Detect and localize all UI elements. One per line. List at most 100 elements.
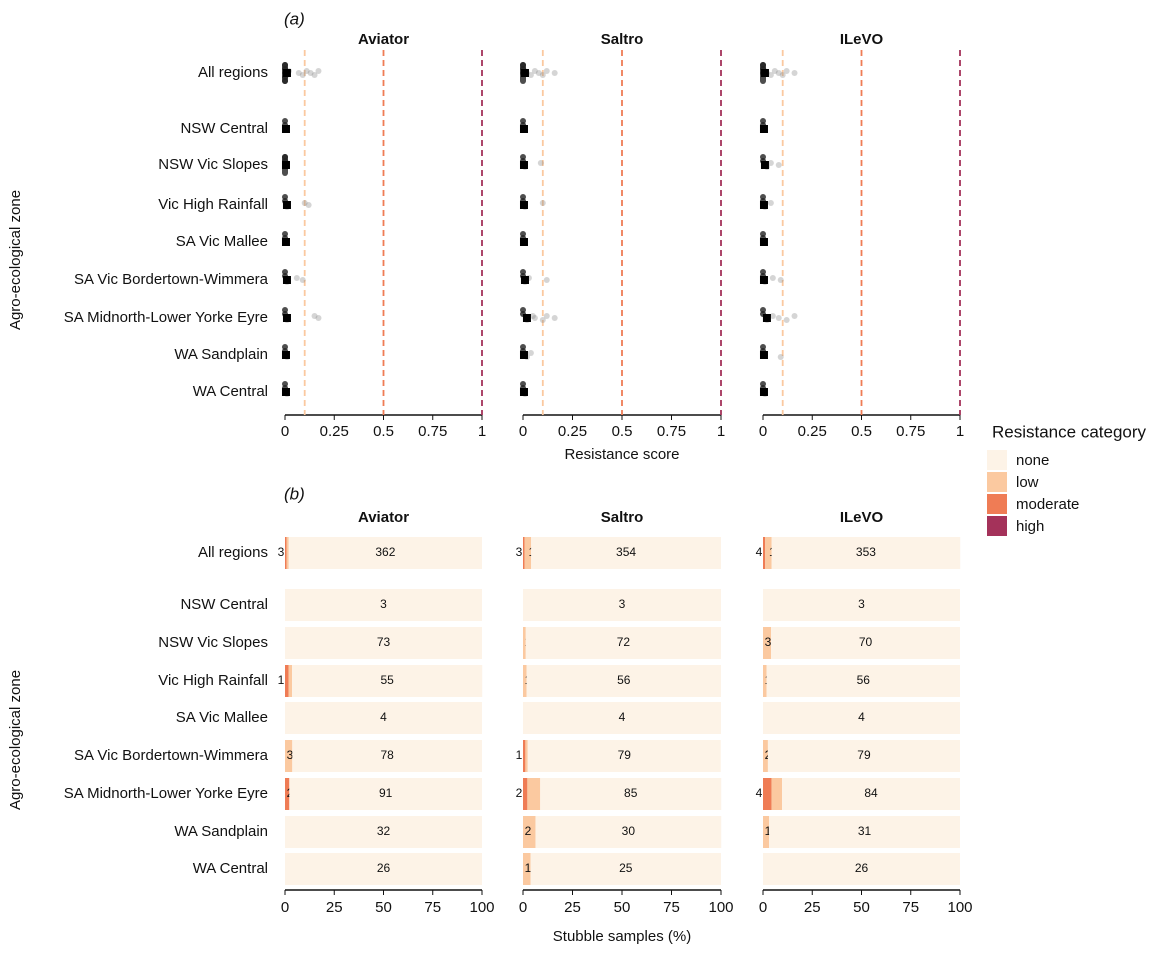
- mean-marker: [762, 314, 771, 322]
- count-label: 55: [380, 673, 394, 687]
- y-tick-label: WA Sandplain: [174, 346, 268, 363]
- point: [295, 70, 302, 76]
- count-label: 2: [516, 786, 523, 800]
- panel-title: Aviator: [358, 509, 409, 526]
- count-label: 31: [858, 824, 872, 838]
- count-label: 72: [617, 635, 631, 649]
- x-tick-label: 25: [564, 899, 581, 916]
- count-label: 25: [619, 861, 633, 875]
- point: [775, 315, 782, 321]
- point: [315, 315, 322, 321]
- x-tick-label: 0.5: [373, 423, 394, 440]
- bar-segment: [286, 537, 289, 569]
- count-label: 3: [516, 545, 523, 559]
- x-tick-label: 1: [956, 423, 964, 440]
- x-tick-label: 0.5: [612, 423, 633, 440]
- y-tick-label: NSW Vic Slopes: [158, 634, 268, 651]
- bar-segment: [292, 665, 483, 697]
- x-tick-label: 0.25: [558, 423, 587, 440]
- bar-segment: [767, 740, 960, 772]
- bar-segment: [527, 740, 721, 772]
- bar-segment: [531, 537, 721, 569]
- legend-label: high: [1016, 518, 1044, 535]
- count-label: 56: [617, 673, 631, 687]
- x-tick-label: 100: [947, 899, 972, 916]
- y-tick-label: All regions: [198, 544, 268, 561]
- mean-marker: [759, 388, 768, 396]
- count-label: 1: [765, 824, 772, 838]
- bar-segment: [763, 627, 772, 659]
- panel-title: Saltro: [601, 509, 644, 526]
- x-tick-label: 75: [663, 899, 680, 916]
- count-label: 2: [525, 824, 532, 838]
- count-label: 4: [619, 710, 626, 724]
- mean-marker: [759, 125, 768, 133]
- x-tick-label: 0: [519, 423, 527, 440]
- panel-title: ILeVO: [840, 509, 884, 526]
- bar-segment: [535, 816, 722, 848]
- legend-swatch: [987, 494, 1007, 514]
- point: [551, 70, 558, 76]
- mean-marker: [519, 161, 528, 169]
- x-tick-label: 0.75: [896, 423, 925, 440]
- point: [777, 354, 784, 360]
- panel-title: Aviator: [358, 31, 409, 48]
- bar-segment: [285, 702, 482, 734]
- legend-title: Resistance category: [992, 422, 1147, 441]
- point: [299, 72, 306, 78]
- bar-segment: [285, 665, 289, 697]
- panel-label: (b): [284, 484, 305, 503]
- bar-segment: [763, 537, 766, 569]
- point: [535, 70, 542, 76]
- bar-segment: [285, 589, 482, 621]
- bar-segment: [525, 740, 528, 772]
- y-tick-label: WA Sandplain: [174, 823, 268, 840]
- count-label: 56: [857, 673, 871, 687]
- mean-marker: [519, 201, 528, 209]
- count-label: 3: [858, 597, 865, 611]
- count-label: 4: [380, 710, 387, 724]
- point: [783, 68, 790, 74]
- mean-marker: [281, 388, 290, 396]
- x-tick-label: 0: [281, 899, 289, 916]
- count-label: 70: [859, 635, 873, 649]
- point: [311, 72, 318, 78]
- count-label: 91: [379, 786, 393, 800]
- bar-segment: [285, 537, 287, 569]
- bar-segment: [763, 853, 960, 885]
- y-tick-label: SA Midnorth-Lower Yorke Eyre: [64, 785, 268, 802]
- point: [537, 160, 544, 166]
- point: [305, 202, 312, 208]
- point: [311, 313, 318, 319]
- panel-label: (a): [284, 9, 305, 28]
- bar-segment: [527, 778, 541, 810]
- point: [775, 70, 782, 76]
- point: [791, 313, 798, 319]
- x-tick-label: 25: [326, 899, 343, 916]
- x-tick-label: 0.25: [320, 423, 349, 440]
- y-tick-label: All regions: [198, 64, 268, 81]
- bar-segment: [540, 778, 722, 810]
- bar-segment: [523, 740, 526, 772]
- bar-segment: [523, 853, 531, 885]
- point: [301, 200, 308, 206]
- point: [543, 277, 550, 283]
- mean-marker: [759, 276, 768, 284]
- mean-marker: [281, 161, 290, 169]
- x-axis-title: Stubble samples (%): [553, 928, 691, 945]
- bar-segment: [765, 537, 772, 569]
- point: [531, 68, 538, 74]
- y-axis-title: Agro-ecological zone: [7, 670, 24, 810]
- bar-segment: [771, 778, 783, 810]
- bar-segment: [289, 778, 482, 810]
- mean-marker: [282, 314, 291, 322]
- y-tick-label: SA Vic Mallee: [176, 233, 268, 250]
- mean-marker: [760, 69, 769, 77]
- count-label: 3: [619, 597, 626, 611]
- mean-marker: [281, 125, 290, 133]
- bar-segment: [763, 740, 768, 772]
- bar-segment: [523, 665, 527, 697]
- count-label: 362: [375, 545, 395, 559]
- point: [791, 70, 798, 76]
